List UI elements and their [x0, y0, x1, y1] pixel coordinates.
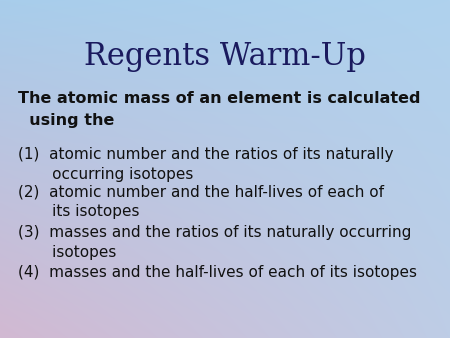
Text: (4)  masses and the half-lives of each of its isotopes: (4) masses and the half-lives of each of…: [18, 265, 417, 280]
Text: (3)  masses and the ratios of its naturally occurring: (3) masses and the ratios of its natural…: [18, 225, 411, 240]
Text: (2)  atomic number and the half-lives of each of: (2) atomic number and the half-lives of …: [18, 184, 384, 199]
Text: its isotopes: its isotopes: [18, 204, 140, 219]
Text: Regents Warm-Up: Regents Warm-Up: [84, 41, 366, 72]
Text: isotopes: isotopes: [18, 245, 117, 260]
Text: The atomic mass of an element is calculated: The atomic mass of an element is calcula…: [18, 91, 420, 106]
Text: (1)  atomic number and the ratios of its naturally: (1) atomic number and the ratios of its …: [18, 147, 393, 162]
Text: using the: using the: [18, 113, 114, 128]
Text: occurring isotopes: occurring isotopes: [18, 167, 194, 182]
